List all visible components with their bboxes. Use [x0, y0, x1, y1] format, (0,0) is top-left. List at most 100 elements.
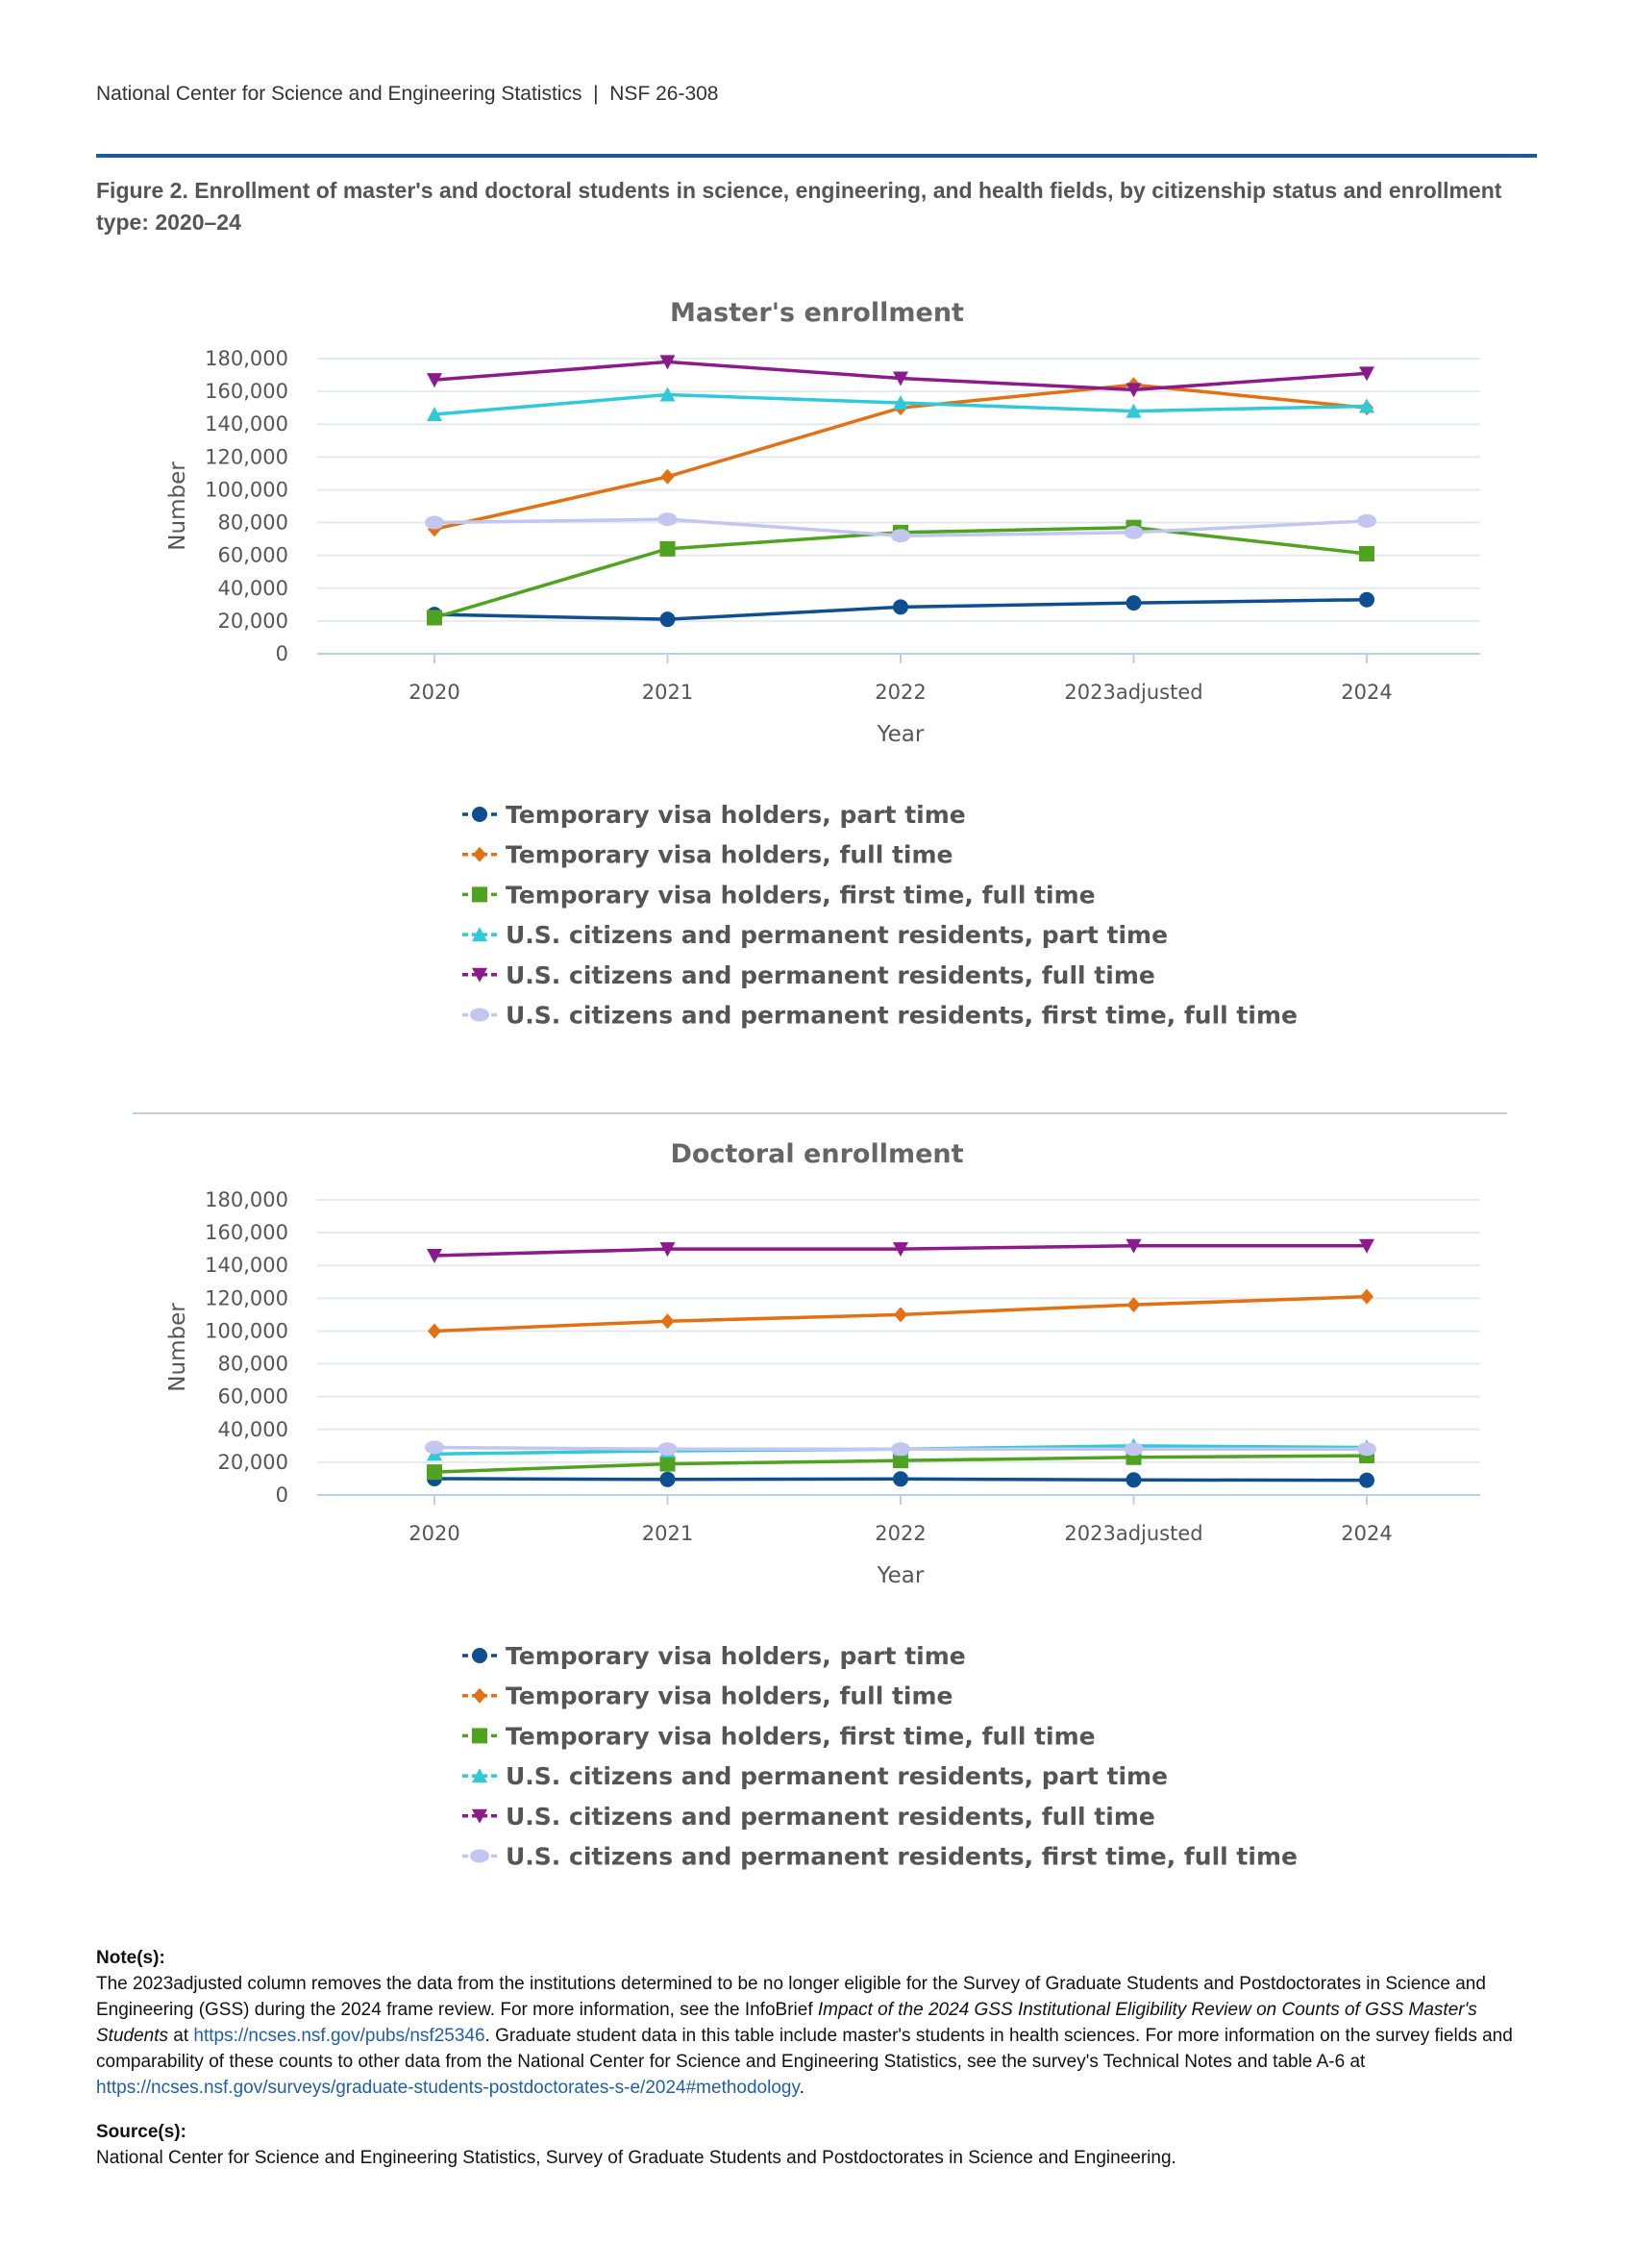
data-point	[1357, 513, 1376, 528]
data-point	[1359, 545, 1374, 561]
infobrief-title: Impact of the 2024 GSS Institutional Eli…	[96, 2000, 1477, 2046]
y-tick-label: 160,000	[205, 1221, 288, 1244]
legend-label: Temporary visa holders, full time	[506, 1682, 953, 1710]
data-point	[659, 1456, 676, 1472]
org-name: National Center for Science and Engineer…	[96, 83, 582, 105]
y-tick-label: 160,000	[205, 380, 288, 403]
data-point	[893, 1453, 908, 1469]
data-point	[660, 468, 675, 485]
legend-label: U.S. citizens and permanent residents, f…	[506, 1803, 1155, 1831]
data-point	[657, 512, 678, 527]
y-tick-label: 180,000	[205, 1188, 288, 1211]
notes-text-part: .	[799, 2078, 804, 2098]
x-tick-label: 2021	[642, 1522, 693, 1545]
legend-label: Temporary visa holders, full time	[506, 841, 953, 869]
legend-label: U.S. citizens and permanent residents, p…	[506, 1762, 1168, 1790]
header-separator: |	[593, 83, 599, 105]
methodology-link[interactable]: https://ncses.nsf.gov/surveys/graduate-s…	[96, 2078, 800, 2098]
y-tick-label: 140,000	[205, 1254, 288, 1277]
data-point	[428, 1323, 441, 1339]
infobrief-link[interactable]: https://ncses.nsf.gov/pubs/nsf25346	[193, 2026, 485, 2046]
data-point	[1126, 383, 1142, 398]
data-point	[1126, 1238, 1142, 1254]
data-point	[1124, 525, 1144, 539]
legend-marker	[470, 1008, 489, 1022]
data-point	[1359, 1238, 1374, 1254]
y-tick-label: 20,000	[218, 1451, 288, 1474]
data-point	[894, 1307, 907, 1323]
chart-separator	[133, 1112, 1507, 1114]
legend-label: U.S. citizens and permanent residents, p…	[506, 921, 1168, 949]
x-tick-label: 2021	[642, 681, 693, 704]
data-point	[427, 1248, 442, 1263]
legend-marker	[472, 1648, 487, 1663]
legend-item: Temporary visa holders, first time, full…	[462, 1722, 1096, 1750]
y-tick-label: 120,000	[205, 445, 288, 468]
data-point	[425, 1440, 444, 1455]
notes-section: Note(s): The 2023adjusted column removes…	[96, 1945, 1538, 2171]
legend-marker	[473, 846, 486, 862]
data-point	[1359, 398, 1374, 413]
y-tick-label: 20,000	[218, 610, 288, 633]
data-point	[660, 1313, 675, 1330]
data-point	[1359, 366, 1374, 382]
header-rule	[96, 154, 1537, 158]
report-number: NSF 26-308	[609, 83, 719, 105]
data-point	[1357, 1442, 1376, 1457]
legend-label: U.S. citizens and permanent residents, f…	[506, 1843, 1298, 1871]
y-tick-label: 100,000	[205, 1319, 288, 1342]
chart-title: Master's enrollment	[670, 298, 964, 328]
data-point	[1126, 595, 1142, 611]
x-tick-label: 2024	[1341, 681, 1392, 704]
x-axis-label: Year	[877, 722, 925, 747]
legend-label: U.S. citizens and permanent residents, f…	[506, 961, 1155, 989]
chart-title: Doctoral enrollment	[670, 1139, 963, 1169]
notes-text-part: . Graduate student data in this table in…	[96, 2026, 1513, 2072]
source-text: National Center for Science and Engineer…	[96, 2148, 1176, 2168]
x-tick-label: 2022	[875, 681, 926, 704]
legend-item: U.S. citizens and permanent residents, f…	[462, 1843, 1298, 1871]
x-tick-label: 2020	[408, 681, 459, 704]
data-point	[659, 386, 676, 402]
data-point	[1126, 1297, 1141, 1313]
data-point	[893, 395, 908, 411]
x-tick-label: 2023adjusted	[1064, 1522, 1202, 1545]
data-point	[1359, 1472, 1374, 1488]
legend-marker	[472, 1768, 487, 1783]
legend-marker	[472, 886, 487, 903]
y-tick-label: 140,000	[205, 412, 288, 436]
data-point	[427, 610, 442, 626]
y-tick-label: 120,000	[205, 1286, 288, 1309]
notes-text: The 2023adjusted column removes the data…	[96, 1971, 1538, 2101]
data-point	[891, 529, 910, 543]
legend-item: U.S. citizens and permanent residents, f…	[462, 1803, 1155, 1831]
legend-marker	[472, 1808, 487, 1824]
legend-marker	[472, 927, 487, 942]
data-point	[659, 611, 676, 628]
notes-text-part: at	[168, 2026, 194, 2046]
notes-text-part: The 2023adjusted column removes the data…	[96, 1974, 1486, 2020]
y-tick-label: 80,000	[218, 511, 288, 535]
x-tick-label: 2024	[1341, 1522, 1392, 1545]
data-point	[1126, 403, 1142, 418]
y-tick-label: 40,000	[218, 577, 288, 600]
legend-label: Temporary visa holders, part time	[506, 1642, 966, 1670]
legend-marker	[470, 1849, 489, 1863]
legend-item: Temporary visa holders, first time, full…	[462, 881, 1096, 909]
legend-label: Temporary visa holders, first time, full…	[506, 881, 1096, 909]
legend-item: U.S. citizens and permanent residents, f…	[462, 961, 1155, 989]
legend-item: U.S. citizens and permanent residents, p…	[462, 1762, 1168, 1790]
legend-label: Temporary visa holders, part time	[506, 801, 966, 829]
masters-enrollment-chart: Master's enrollment 0 20,000 40,000 60,000 80…	[165, 298, 1480, 1030]
data-point	[657, 1442, 678, 1457]
y-tick-label: 0	[276, 642, 288, 665]
y-axis-label: Number	[165, 1303, 190, 1392]
data-point	[893, 1242, 908, 1258]
legend-marker	[473, 1687, 486, 1704]
data-point	[427, 1464, 442, 1481]
y-tick-label: 180,000	[205, 347, 288, 370]
legend-marker	[472, 807, 487, 822]
source-label: Source(s):	[96, 2122, 186, 2142]
data-point	[1126, 1472, 1142, 1488]
y-tick-label: 60,000	[218, 544, 288, 567]
